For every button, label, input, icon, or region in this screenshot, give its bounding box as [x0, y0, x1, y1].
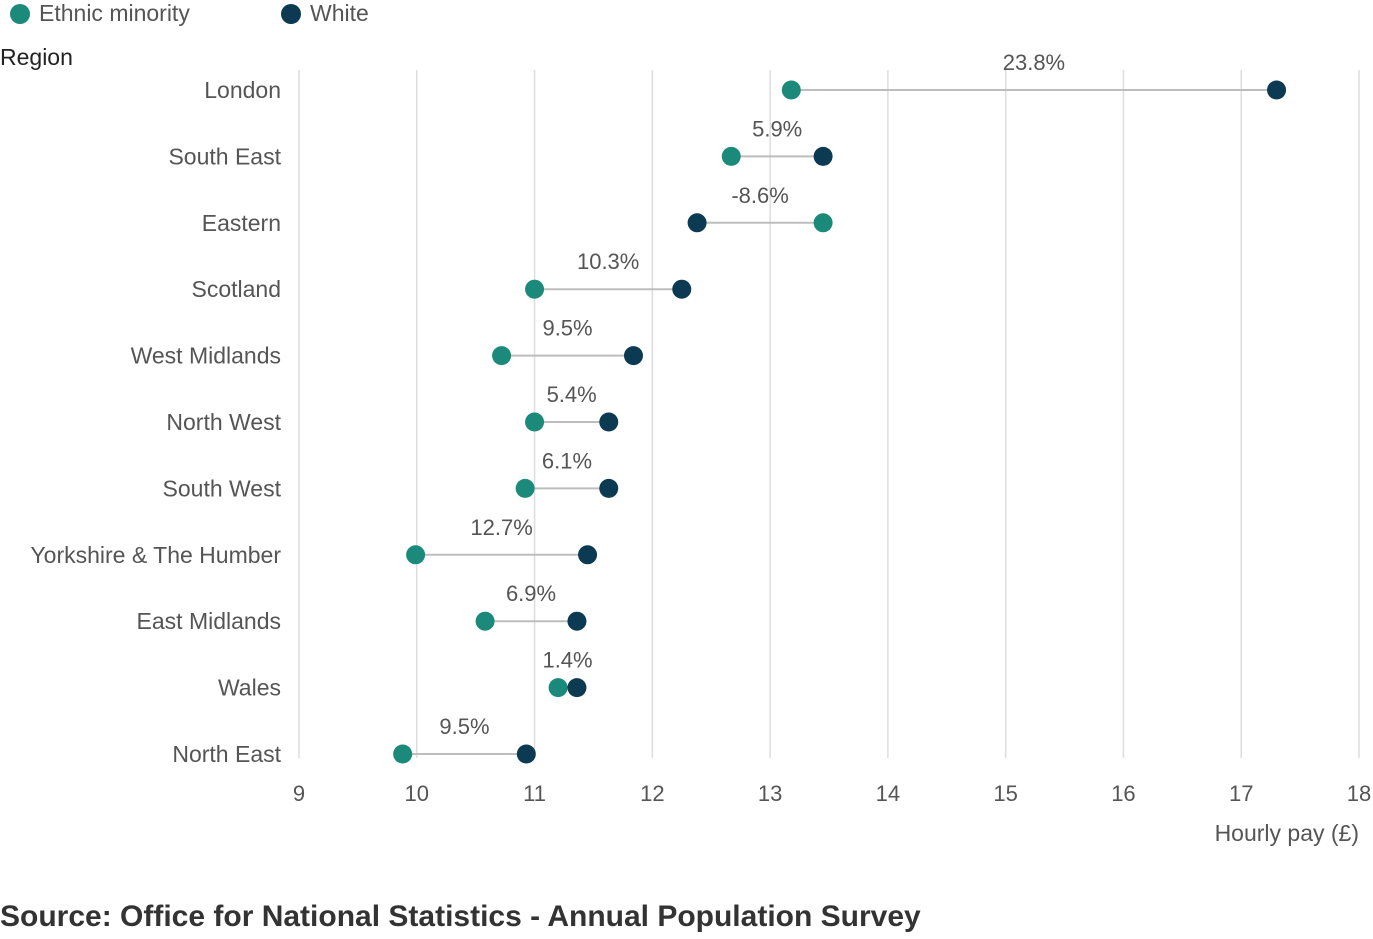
- legend-item-white: White: [281, 0, 369, 27]
- category-label: West Midlands: [131, 343, 281, 369]
- x-tick-label: 15: [993, 781, 1017, 806]
- legend-label-white: White: [310, 0, 369, 26]
- point-ethnic-minority: [492, 346, 512, 366]
- category-label: North West: [166, 409, 281, 435]
- x-tick-label: 10: [405, 781, 429, 806]
- point-white: [599, 412, 619, 432]
- category-label: London: [204, 77, 281, 103]
- point-white: [1267, 80, 1287, 100]
- gap-label: 6.9%: [506, 581, 556, 606]
- point-ethnic-minority: [475, 611, 495, 631]
- point-ethnic-minority: [525, 412, 545, 432]
- point-ethnic-minority: [525, 279, 545, 299]
- x-tick-label: 13: [758, 781, 782, 806]
- category-label: North East: [172, 741, 281, 767]
- x-tick-label: 17: [1229, 781, 1253, 806]
- category-label: Scotland: [191, 276, 281, 302]
- legend-item-ethnic-minority: Ethnic minority: [10, 0, 190, 27]
- gap-label: 12.7%: [470, 515, 532, 540]
- category-label: Eastern: [202, 210, 281, 236]
- point-ethnic-minority: [721, 146, 741, 166]
- point-ethnic-minority: [515, 478, 535, 498]
- gap-label: 1.4%: [542, 648, 592, 673]
- gap-label: 10.3%: [577, 249, 639, 274]
- category-label: South East: [168, 143, 281, 169]
- point-white: [578, 545, 598, 565]
- x-tick-label: 11: [523, 781, 546, 806]
- legend-swatch-white: [281, 3, 301, 24]
- gap-label: -8.6%: [731, 183, 788, 208]
- point-white: [567, 678, 587, 698]
- category-label: South West: [163, 475, 282, 501]
- x-tick-label: 14: [876, 781, 900, 806]
- point-ethnic-minority: [393, 744, 413, 764]
- point-white: [623, 346, 643, 366]
- category-label: Wales: [218, 675, 281, 701]
- category-label: East Midlands: [137, 608, 281, 634]
- x-tick-label: 18: [1347, 781, 1371, 806]
- point-ethnic-minority: [548, 678, 568, 698]
- source-note: Source: Office for National Statistics -…: [0, 900, 921, 933]
- gap-label: 6.1%: [542, 448, 592, 473]
- x-axis-title: Hourly pay (£): [1214, 820, 1359, 846]
- point-white: [687, 213, 707, 233]
- point-white: [599, 478, 619, 498]
- gap-label: 9.5%: [542, 316, 592, 341]
- point-white: [516, 744, 536, 764]
- legend-swatch-ethnic-minority: [10, 3, 30, 24]
- gap-label: 23.8%: [1003, 50, 1065, 75]
- legend-label-ethnic-minority: Ethnic minority: [39, 0, 190, 26]
- point-ethnic-minority: [813, 213, 833, 233]
- point-white: [813, 146, 833, 166]
- x-tick-label: 12: [640, 781, 664, 806]
- point-ethnic-minority: [781, 80, 801, 100]
- y-axis-title: Region: [0, 44, 73, 70]
- point-white: [567, 611, 587, 631]
- x-tick-label: 9: [293, 781, 305, 806]
- gap-label: 5.4%: [547, 382, 597, 407]
- point-white: [672, 279, 692, 299]
- gap-label: 5.9%: [752, 116, 802, 141]
- gap-label: 9.5%: [439, 714, 489, 739]
- category-label: Yorkshire & The Humber: [30, 542, 281, 568]
- x-tick-label: 16: [1111, 781, 1135, 806]
- point-ethnic-minority: [406, 545, 426, 565]
